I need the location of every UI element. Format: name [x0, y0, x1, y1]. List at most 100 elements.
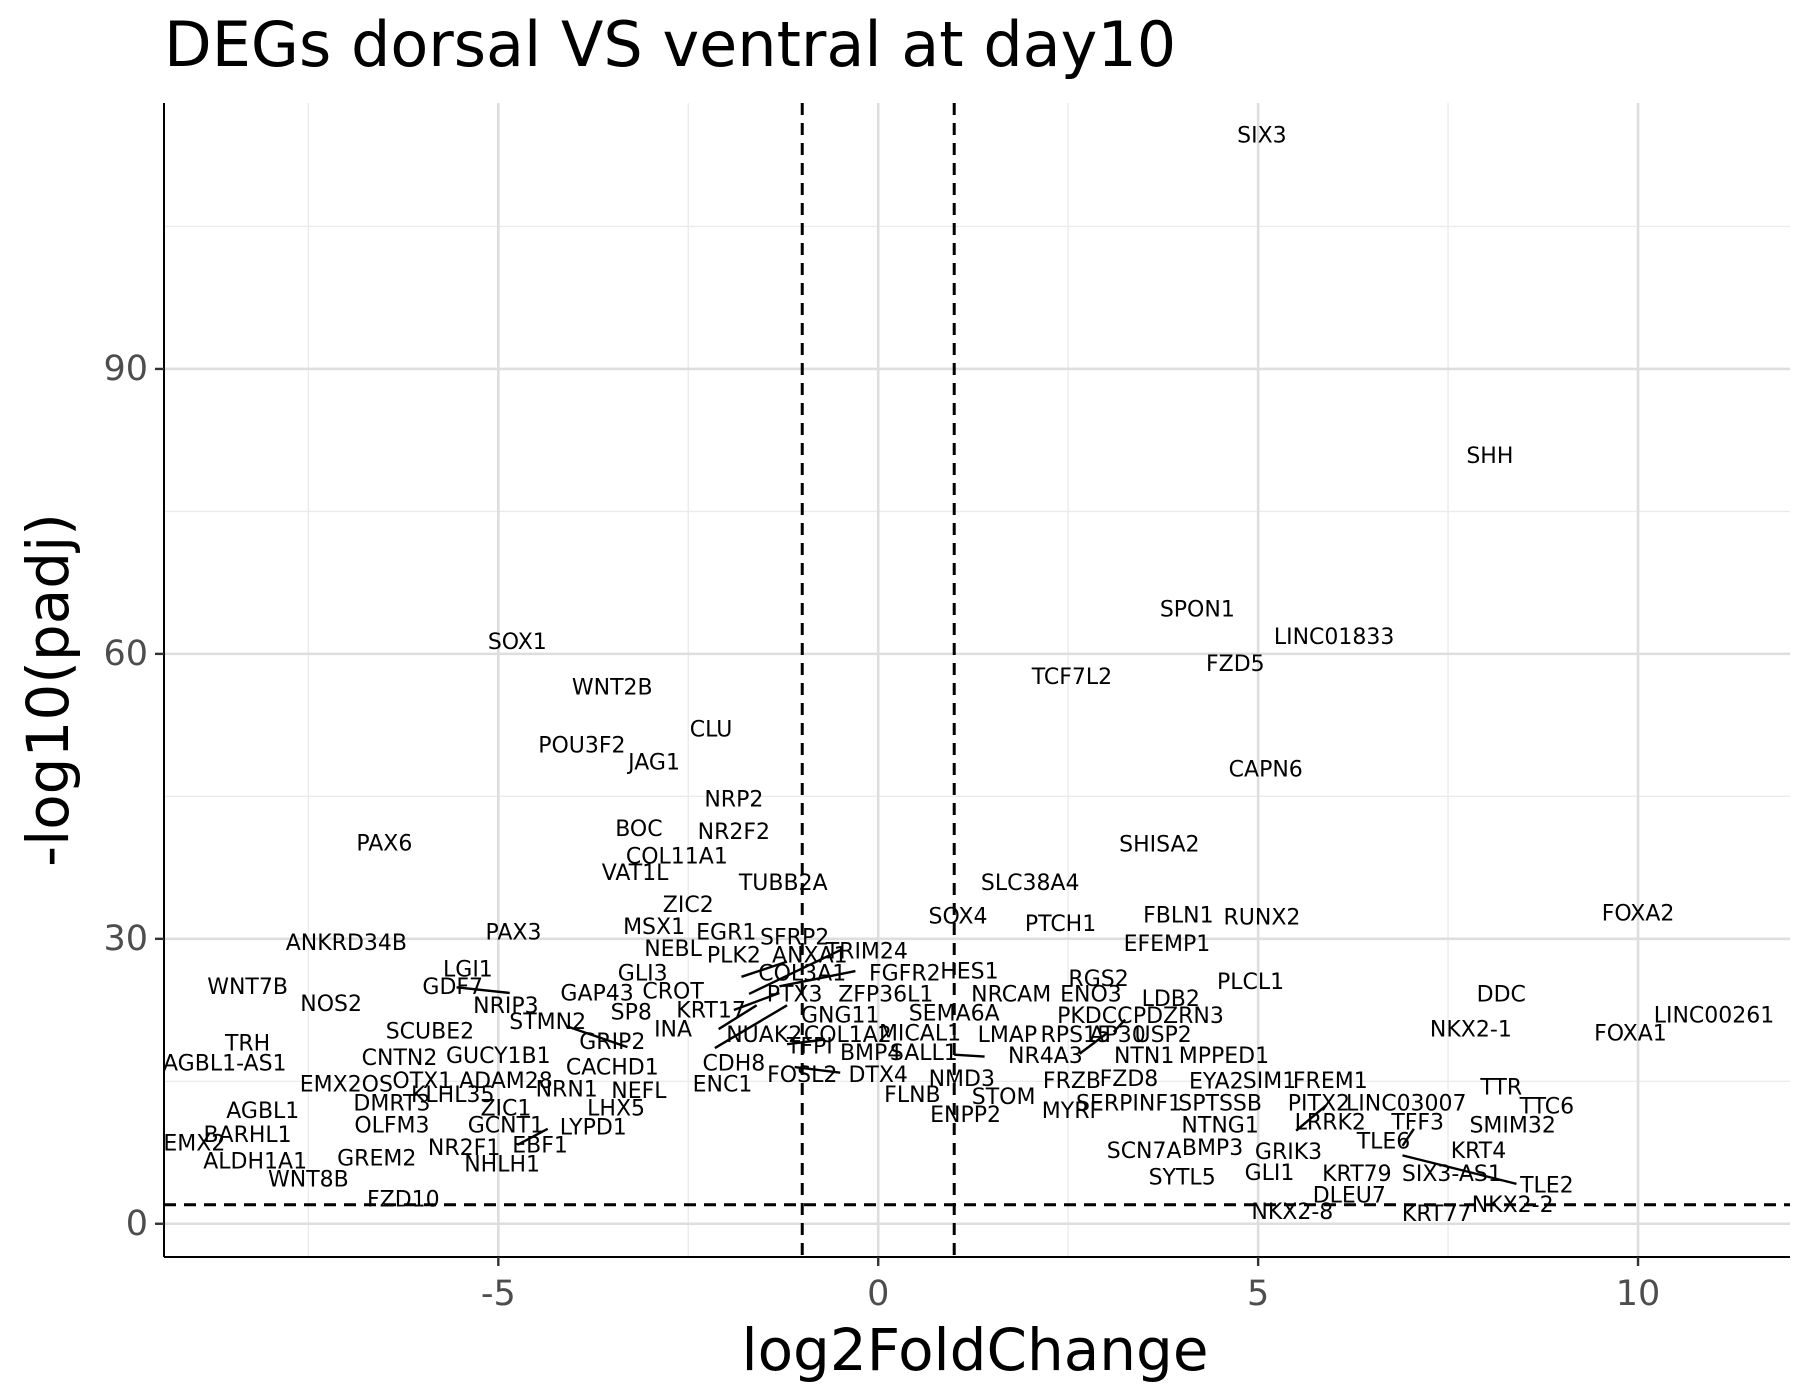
gene-label: MICAL1 [879, 1021, 961, 1046]
gene-label: CNTN2 [362, 1046, 438, 1071]
y-tick-label: 90 [103, 349, 148, 389]
gene-label: SIM1 [1243, 1069, 1296, 1094]
gene-label: GAP43 [560, 981, 633, 1006]
gene-label: OLFM3 [354, 1113, 429, 1138]
gene-label: GLI3 [618, 961, 668, 986]
gene-label: NHLH1 [464, 1152, 540, 1177]
gene-label: PITX2 [1288, 1092, 1350, 1117]
gene-label: TFF3 [1390, 1111, 1444, 1136]
gene-label: NKX2-1 [1430, 1017, 1512, 1042]
gene-label: GLI1 [1245, 1161, 1295, 1186]
gene-label: GCNT1 [468, 1113, 544, 1138]
gene-label: KRT77 [1402, 1202, 1472, 1227]
gene-label: TUBB2A [738, 871, 828, 896]
gene-label: NRP2 [704, 788, 763, 813]
gene-label: PLK2 [707, 943, 761, 968]
gene-label: NKX2-2 [1472, 1193, 1554, 1218]
gene-label: COL1A2 [804, 1023, 892, 1048]
gene-label: TTC6 [1519, 1094, 1575, 1119]
gene-label: SMIM32 [1469, 1113, 1555, 1138]
gene-label: NR2F2 [698, 820, 770, 845]
leader-line [954, 1053, 985, 1058]
gene-label: RPS15 [1041, 1023, 1112, 1048]
gene-label: OTX1 [392, 1069, 452, 1094]
gene-label: FREM1 [1293, 1069, 1368, 1094]
gene-label: KLHL35 [411, 1083, 494, 1108]
gene-label: BMP3 [1182, 1136, 1243, 1161]
gene-label: RGS2 [1068, 967, 1128, 992]
gene-label: LGI1 [443, 958, 493, 983]
gene-label: VAT1L [602, 861, 669, 886]
gene-label: ZIC1 [480, 1096, 531, 1121]
gene-label: EMX2 [163, 1131, 225, 1156]
gene-label: NR2F1 [428, 1136, 500, 1161]
leader-line [1112, 1018, 1127, 1033]
gene-label: TLE6 [1356, 1130, 1411, 1155]
gene-label: ZFP36L1 [838, 982, 933, 1007]
gene-label: PTX3 [767, 982, 823, 1007]
gene-label: LMAP [978, 1023, 1038, 1048]
gene-label: ALDH1A1 [203, 1150, 307, 1175]
gene-label: SIX3-AS1 [1402, 1162, 1502, 1187]
gene-label: EYA2 [1189, 1070, 1244, 1095]
gene-label: SERPINF1 [1076, 1092, 1182, 1117]
gene-label: SHH [1466, 444, 1513, 469]
gene-label: FZD5 [1206, 652, 1265, 677]
gene-label: NTNG1 [1181, 1113, 1258, 1138]
gene-label: DLEU7 [1313, 1184, 1386, 1209]
gene-label: WNT7B [207, 975, 288, 1000]
gene-label: SPON1 [1160, 598, 1235, 623]
gene-label: CROT [642, 980, 704, 1005]
gene-label: NR4A3 [1008, 1044, 1083, 1069]
leader-line [566, 1025, 628, 1049]
gene-label: SYTL5 [1149, 1166, 1216, 1191]
y-tick-label: 30 [103, 919, 148, 959]
gene-label: ADAM28 [459, 1069, 553, 1094]
gene-labels: SIX3 SHH SPON1 LINC01833 SOX1 FZD5 TCF7L2 WNT2B… [163, 124, 1774, 1227]
gene-label: EFEMP1 [1124, 932, 1211, 957]
gene-label: SOX4 [929, 904, 988, 929]
y-tick-label: 60 [103, 634, 148, 674]
gene-label: FGFR2 [869, 961, 941, 986]
label-leader-lines [456, 949, 1517, 1186]
gene-label: PAX3 [486, 921, 542, 946]
gene-label: USP2 [1134, 1023, 1191, 1048]
gene-label: TRIM24 [825, 940, 908, 965]
gene-label: KRT79 [1322, 1162, 1392, 1187]
gene-label: FZD10 [367, 1188, 440, 1213]
x-tick-label: 5 [1247, 1274, 1269, 1314]
gene-label: COL11A1 [626, 845, 728, 870]
gene-label: TTR [1479, 1075, 1522, 1100]
gene-label: JAG1 [626, 751, 680, 776]
gene-label: CLU [690, 717, 733, 742]
leader-line [741, 960, 788, 978]
gene-label: ANXA1 [772, 943, 848, 968]
gene-label: NRCAM [971, 982, 1051, 1007]
gene-label: GDF7 [422, 975, 483, 1000]
gene-label: AGBL1 [226, 1099, 299, 1124]
gene-label: TFPI [786, 1035, 833, 1060]
gene-label: CACHD1 [566, 1055, 659, 1080]
x-tick-label: 0 [867, 1274, 889, 1314]
gene-label: ENO3 [1060, 982, 1122, 1007]
gene-label: SLC38A4 [981, 871, 1080, 896]
leader-line [786, 1038, 826, 1046]
gene-label: COL3A1 [758, 961, 846, 986]
gene-label: NMD3 [929, 1067, 995, 1092]
gene-label: FLNB [884, 1083, 940, 1108]
gene-label: ANKRD34B [286, 931, 407, 956]
gene-label: NKX2-8 [1251, 1200, 1333, 1225]
gene-label: BOC [615, 817, 662, 842]
leader-line [794, 1065, 841, 1074]
gene-label: SIX3 [1237, 124, 1287, 149]
y-tick-label: 0 [126, 1204, 148, 1244]
leader-line [748, 949, 841, 995]
gene-label: BARHL1 [203, 1123, 291, 1148]
gene-label: SPTSSB [1178, 1092, 1262, 1117]
gene-label: MYRF [1042, 1099, 1102, 1124]
gene-label: INA [654, 1017, 692, 1042]
gene-label: DTX4 [848, 1063, 907, 1088]
leader-line [733, 991, 780, 1012]
gene-label: ENPP2 [930, 1103, 1001, 1128]
gene-label: LHX5 [587, 1096, 645, 1121]
